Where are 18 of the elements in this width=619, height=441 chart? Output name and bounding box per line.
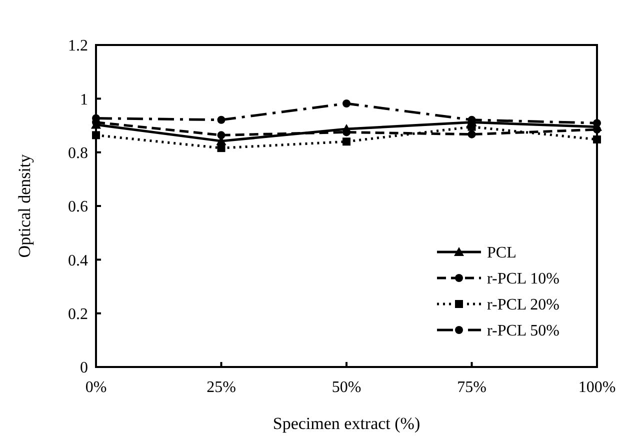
x-tick-label: 50% (332, 379, 362, 396)
y-tick-label: 1.2 (68, 38, 88, 55)
x-tick-label: 75% (457, 379, 486, 396)
legend-label: r-PCL 50% (487, 322, 560, 340)
y-axis-title: Optical density (15, 154, 34, 258)
legend-label: r-PCL 20% (487, 296, 560, 314)
y-tick-label: 0.6 (68, 198, 88, 216)
x-tick-label: 0% (85, 379, 107, 396)
legend-label: r-PCL 10% (487, 270, 560, 288)
y-tick-label: 0 (80, 360, 88, 377)
y-tick-label: 0.4 (68, 252, 88, 270)
y-tick-label: 0.2 (68, 306, 88, 323)
x-axis-title: Specimen extract (%) (272, 414, 420, 433)
y-tick-label: 0.8 (68, 144, 88, 162)
legend-label: PCL (487, 244, 516, 262)
x-tick-label: 25% (206, 379, 236, 396)
x-tick-label: 100% (578, 379, 616, 396)
y-tick-label: 1 (80, 91, 88, 108)
